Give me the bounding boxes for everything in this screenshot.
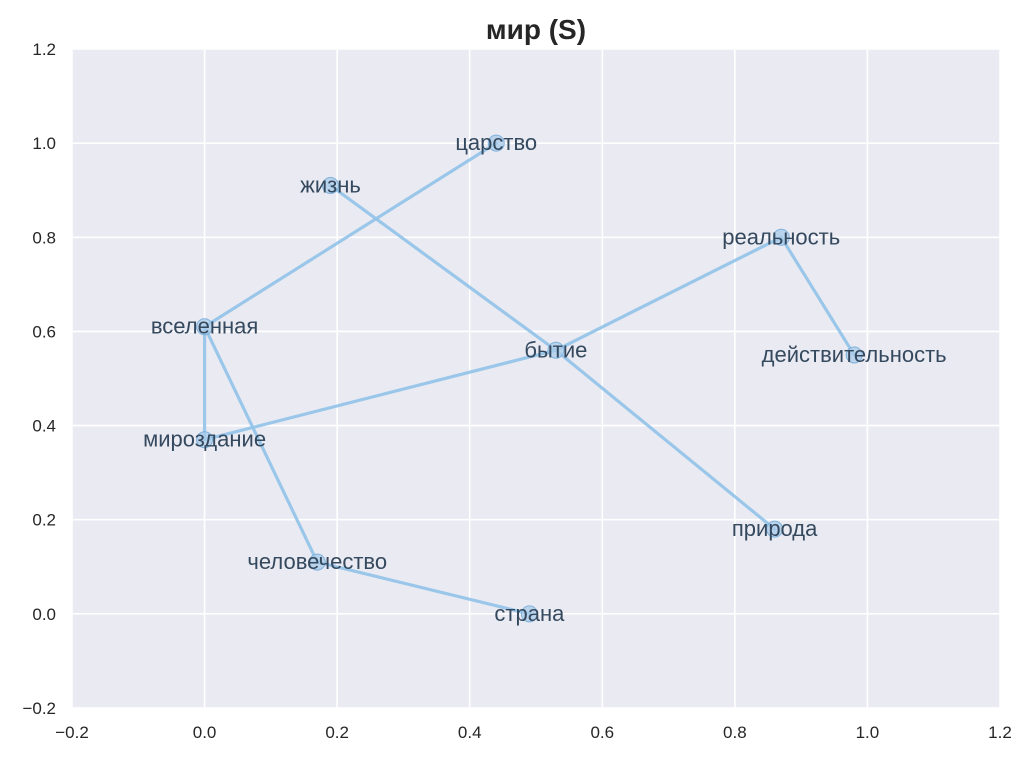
data-point (322, 177, 340, 195)
edge-line (315, 560, 531, 616)
point-label: страна (494, 601, 565, 626)
y-tick-label: 1.2 (32, 40, 56, 59)
point-labels: царство жизнь реальность вселенная бытие дейс… (143, 130, 947, 626)
x-tick-label: 0.2 (325, 723, 349, 742)
data-point (196, 318, 214, 336)
y-tick-label: 0.2 (32, 511, 56, 530)
point-label: человечество (247, 549, 387, 574)
edges (202, 141, 856, 616)
y-tick-label: 0.6 (32, 322, 56, 341)
data-point (547, 341, 565, 359)
y-tick-label: −0.2 (22, 699, 56, 718)
data-point (196, 431, 214, 449)
x-tick-label: 0.8 (723, 723, 747, 742)
edge-line (779, 235, 856, 357)
data-point (766, 520, 784, 538)
edge-line (202, 348, 558, 442)
point-label: действительность (762, 342, 947, 367)
point-label: вселенная (151, 314, 258, 339)
x-tick-label: 0.0 (193, 723, 217, 742)
data-point (308, 553, 326, 571)
point-label: природа (732, 516, 818, 541)
x-tick-label: 1.0 (856, 723, 880, 742)
data-point (772, 228, 790, 246)
edge-line (554, 235, 783, 352)
y-tick-label: 0.8 (32, 228, 56, 247)
edge-line (202, 325, 319, 564)
x-tick-label: −0.2 (55, 723, 89, 742)
x-tick-label: 1.2 (988, 723, 1012, 742)
point-label: мироздание (143, 427, 266, 452)
data-point (845, 346, 863, 364)
y-axis-ticks: −0.2 0.0 0.2 0.4 0.6 0.8 1.0 1.2 (22, 40, 56, 718)
y-tick-label: 0.4 (32, 417, 56, 436)
edge-line (328, 183, 558, 352)
point-label: царство (455, 130, 537, 155)
y-tick-label: 0.0 (32, 605, 56, 624)
x-axis-ticks: −0.2 0.0 0.2 0.4 0.6 0.8 1.0 1.2 (55, 723, 1012, 742)
edge-line (554, 348, 777, 531)
x-tick-label: 0.6 (590, 723, 614, 742)
points (196, 134, 863, 623)
edge-line (202, 141, 498, 329)
data-point (487, 134, 505, 152)
point-label: реальность (722, 224, 840, 249)
point-label: бытие (524, 337, 587, 362)
plot-area (72, 49, 1000, 708)
x-tick-label: 0.4 (458, 723, 482, 742)
chart-title: мир (S) (486, 14, 586, 45)
y-tick-label: 1.0 (32, 134, 56, 153)
data-point (520, 605, 538, 623)
point-label: жизнь (300, 173, 361, 198)
